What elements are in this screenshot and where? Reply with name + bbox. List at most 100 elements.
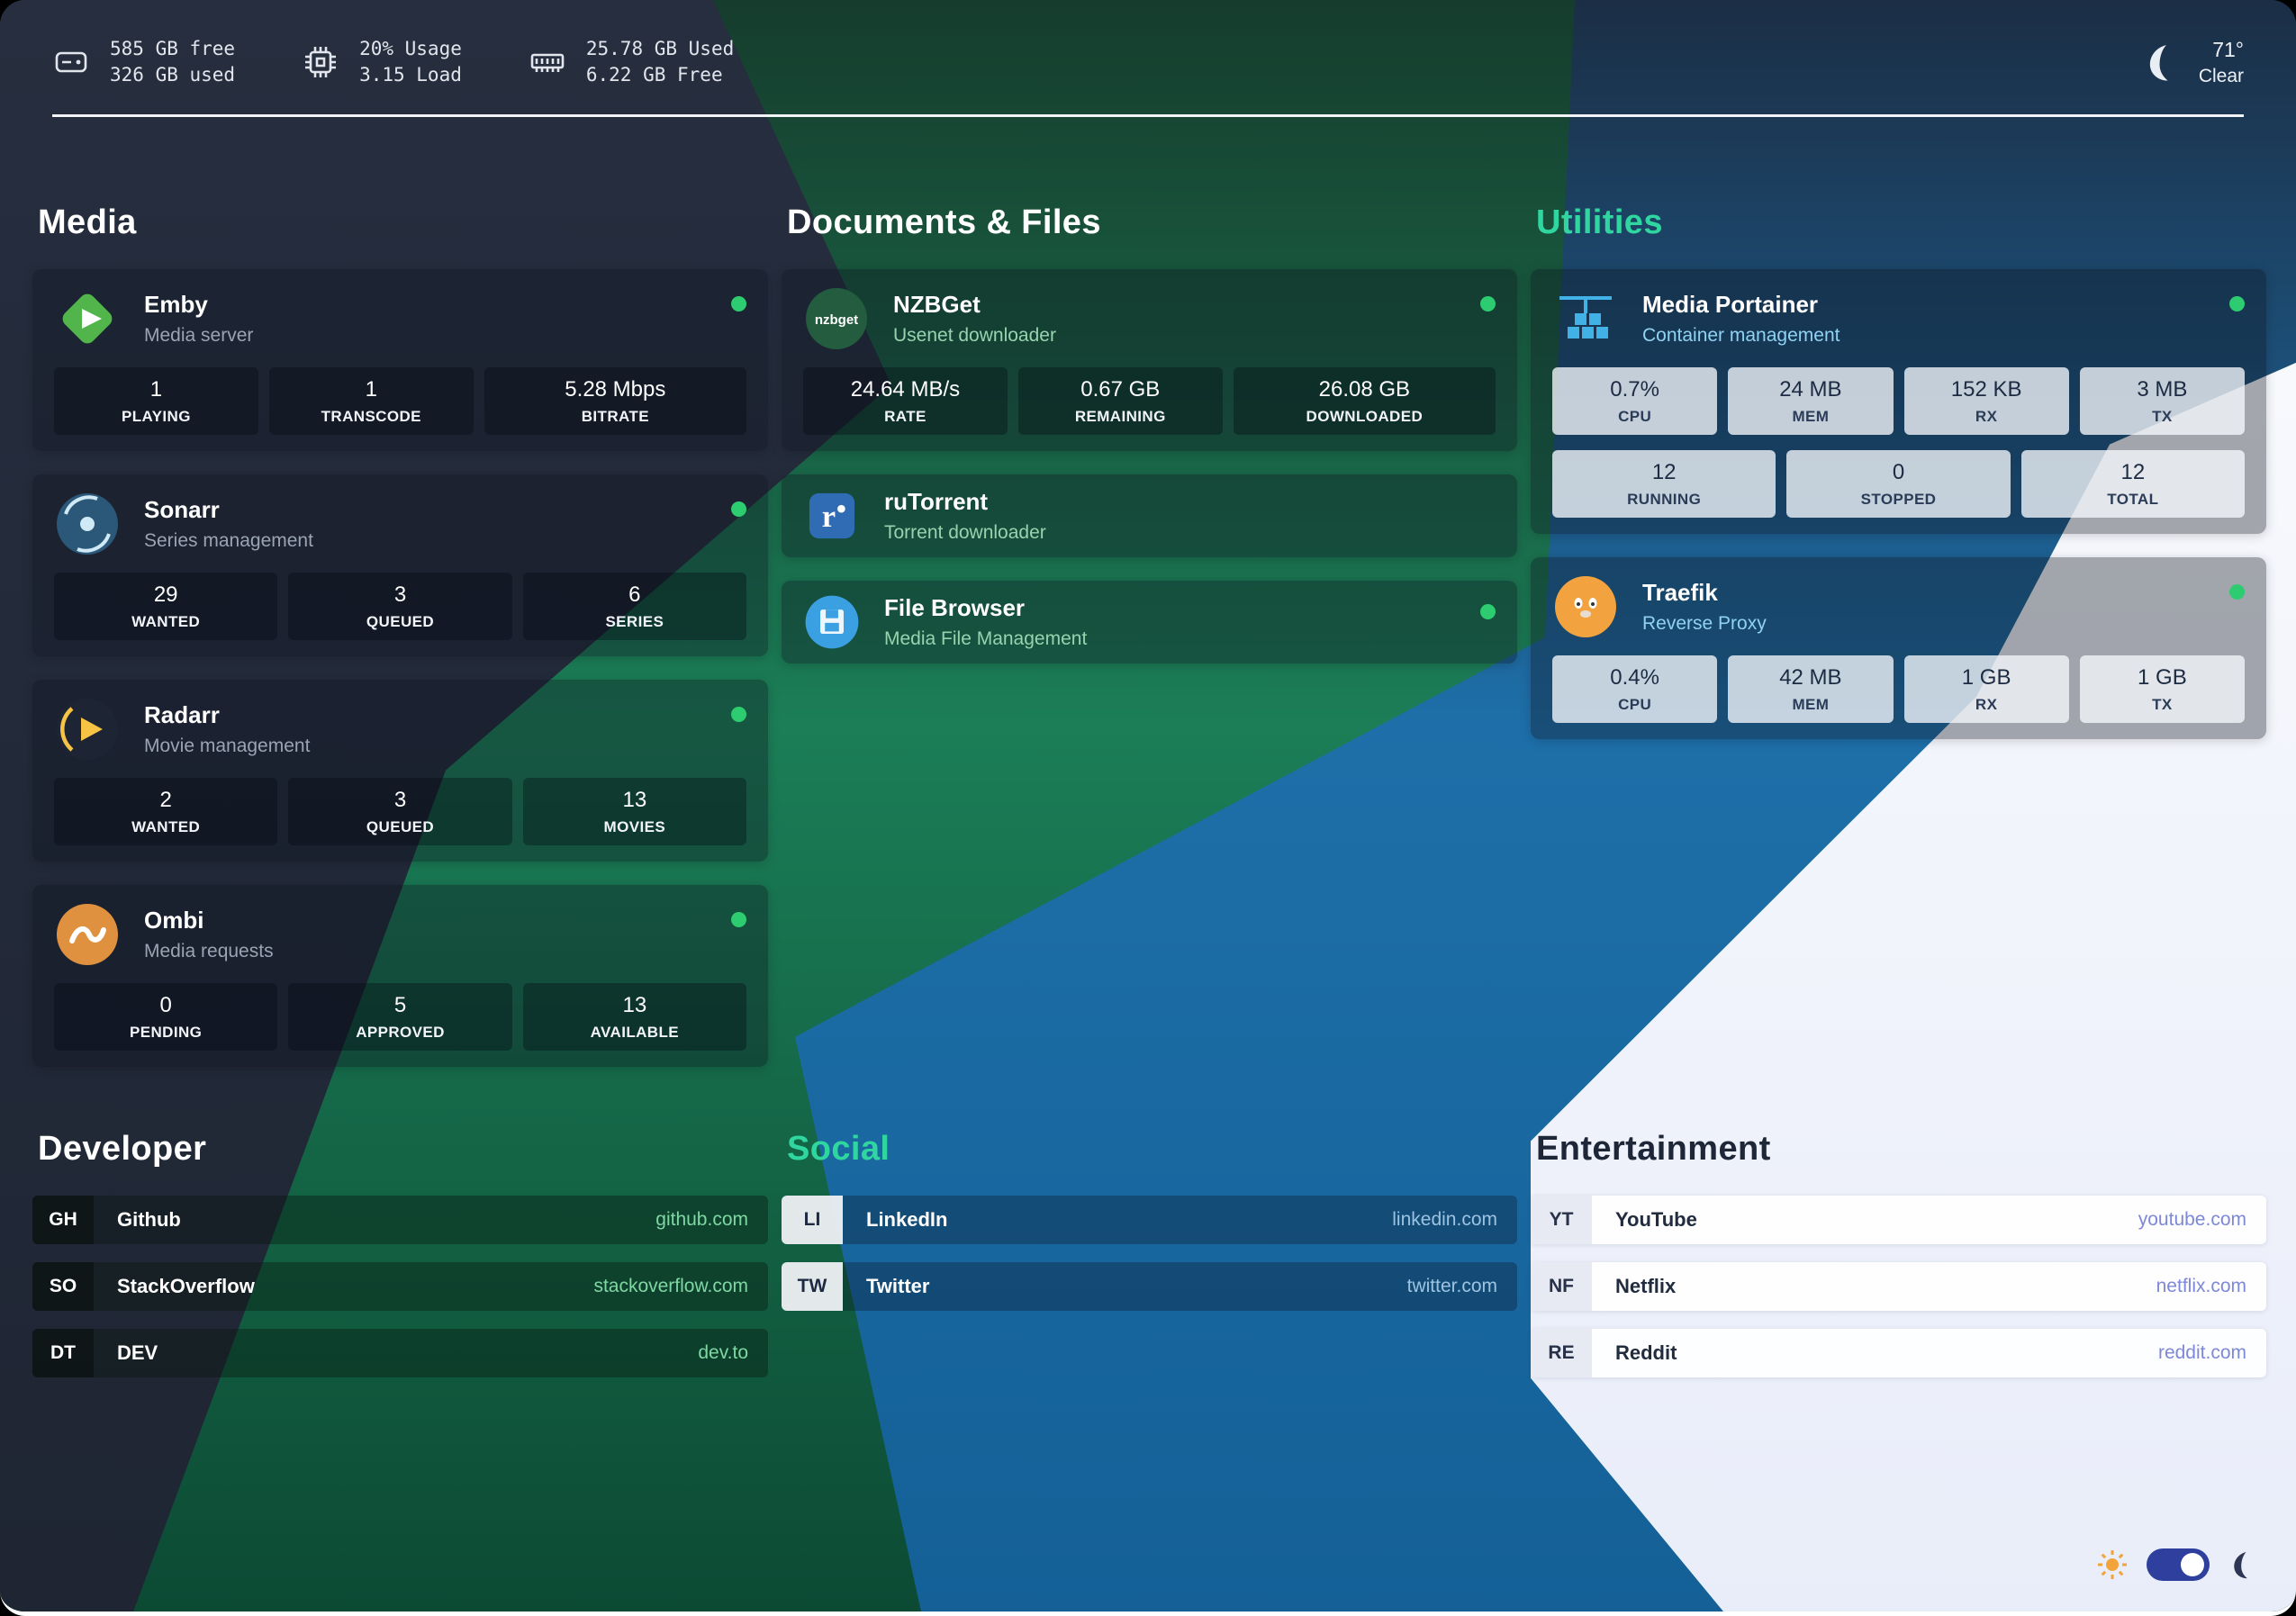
toggle-knob: [2181, 1553, 2204, 1576]
stat-queued: 3 QUEUED: [288, 777, 512, 845]
stat-playing: 1 PLAYING: [54, 366, 258, 435]
link-url: reddit.com: [2157, 1341, 2246, 1363]
stat-queued: 3 QUEUED: [288, 572, 512, 640]
app-subtitle: Reverse Proxy: [1642, 612, 1767, 634]
sun-icon: [2098, 1550, 2127, 1579]
link-url: twitter.com: [1406, 1275, 1497, 1296]
section-heading-developer: Developer: [38, 1129, 207, 1168]
stat-tx: 1 GB TX: [2079, 655, 2245, 723]
weather-widget: 71° Clear: [2141, 38, 2244, 87]
svg-text:nzbget: nzbget: [815, 312, 858, 328]
app-card-ombi[interactable]: Ombi Media requests 0 PENDING 5 APPROVED 1…: [32, 884, 768, 1067]
stat-series: 6 SERIES: [522, 572, 746, 640]
traefik-icon: [1555, 575, 1616, 637]
link-name: DEV: [117, 1341, 158, 1364]
weather-condition: Clear: [2198, 65, 2244, 86]
status-dot: [2229, 295, 2245, 311]
stat-wanted: 2 WANTED: [54, 777, 278, 845]
ram-module-icon: [530, 54, 565, 73]
sonarr-icon: [57, 492, 118, 555]
link-abbr: RE: [1531, 1328, 1592, 1377]
app-title: Radarr: [144, 700, 220, 728]
stat-movies: 13 MOVIES: [522, 777, 746, 845]
link-name: LinkedIn: [866, 1207, 948, 1231]
app-sections: Media Emby Media server 1 PLAYING: [0, 203, 2296, 1090]
link-row-netflix[interactable]: NF Netflix netflix.com: [1531, 1261, 2266, 1311]
link-url: linkedin.com: [1392, 1208, 1497, 1230]
stat-rate: 24.64 MB/s RATE: [803, 366, 1008, 435]
link-row-dev[interactable]: DT DEV dev.to: [32, 1328, 768, 1377]
app-title: Ombi: [144, 906, 204, 934]
link-row-youtube[interactable]: YT YouTube youtube.com: [1531, 1195, 2266, 1244]
link-abbr: TW: [782, 1261, 843, 1311]
app-title: Sonarr: [144, 495, 220, 523]
app-subtitle: Media File Management: [884, 627, 1088, 649]
app-subtitle: Torrent downloader: [884, 521, 1046, 543]
cpu-chip-icon: [305, 47, 337, 78]
stat-rx: 152 KB RX: [1903, 366, 2069, 435]
status-dot: [2229, 583, 2245, 600]
link-row-twitter[interactable]: TW Twitter twitter.com: [782, 1261, 1517, 1311]
app-card-rutorrent[interactable]: r ruTorrent Torrent downloader: [782, 474, 1517, 557]
stat-available: 13 AVAILABLE: [522, 982, 746, 1051]
link-url: dev.to: [698, 1341, 748, 1363]
link-abbr: SO: [32, 1261, 94, 1311]
section-developer: Developer GH Github github.com SO StackO…: [32, 1130, 768, 1395]
status-dot: [1480, 295, 1496, 311]
section-documents: Documents & Files nzbget NZBGet Usenet d…: [782, 203, 1517, 687]
topbar-divider: [52, 113, 2244, 117]
rutorrent-icon: r: [809, 492, 855, 538]
stat-running: 12 RUNNING: [1552, 449, 1776, 518]
app-title: Media Portainer: [1642, 290, 1819, 318]
app-subtitle: Series management: [144, 529, 313, 551]
section-utilities: Utilities Media Portainer Container mana…: [1531, 203, 2266, 763]
app-card-radarr[interactable]: Radarr Movie management 2 WANTED 3 QUEUED …: [32, 679, 768, 862]
app-subtitle: Media server: [144, 324, 254, 346]
stat-transcode: 1 TRANSCODE: [268, 366, 474, 435]
link-row-stackoverflow[interactable]: SO StackOverflow stackoverflow.com: [32, 1261, 768, 1311]
disk-stat: 585 GB free 326 GB used: [52, 36, 235, 89]
app-card-portainer[interactable]: Media Portainer Container management 0.7…: [1531, 268, 2266, 534]
status-dot: [731, 911, 746, 927]
cpu-line2: 3.15 Load: [359, 64, 462, 86]
app-card-filebrowser[interactable]: File Browser Media File Management: [782, 580, 1517, 664]
link-name: Twitter: [866, 1274, 930, 1297]
app-card-traefik[interactable]: Traefik Reverse Proxy 0.4% CPU 42 MB MEM 1…: [1531, 556, 2266, 739]
stat-approved: 5 APPROVED: [288, 982, 512, 1051]
stat-remaining: 0.67 GB REMAINING: [1017, 366, 1223, 435]
bookmark-sections: Developer GH Github github.com SO StackO…: [0, 1130, 2296, 1395]
stat-bitrate: 5.28 Mbps BITRATE: [484, 366, 746, 435]
stat-rx: 1 GB RX: [1903, 655, 2069, 723]
system-status-bar: 585 GB free 326 GB used 20% Usage 3.15 L…: [0, 0, 2296, 114]
link-name: StackOverflow: [117, 1274, 255, 1297]
stat-downloaded: 26.08 GB DOWNLOADED: [1233, 366, 1496, 435]
theme-toggle-switch[interactable]: [2147, 1548, 2210, 1581]
stat-cpu: 0.7% CPU: [1552, 366, 1718, 435]
stat-wanted: 29 WANTED: [54, 572, 278, 640]
stat-cpu: 0.4% CPU: [1552, 655, 1718, 723]
app-title: Traefik: [1642, 578, 1718, 606]
app-card-sonarr[interactable]: Sonarr Series management 29 WANTED 3 QUEUE…: [32, 474, 768, 656]
app-subtitle: Media requests: [144, 940, 274, 961]
app-card-emby[interactable]: Emby Media server 1 PLAYING 1 TRANSCODE 5.…: [32, 268, 768, 451]
link-url: youtube.com: [2138, 1208, 2246, 1230]
weather-temp: 71°: [2212, 37, 2244, 61]
app-subtitle: Movie management: [144, 735, 311, 756]
system-stats: 585 GB free 326 GB used 20% Usage 3.15 L…: [52, 36, 734, 89]
app-card-nzbget[interactable]: nzbget NZBGet Usenet downloader 24.64 MB…: [782, 268, 1517, 451]
link-name: Netflix: [1615, 1274, 1677, 1297]
stat-pending: 0 PENDING: [54, 982, 278, 1051]
ombi-icon: [57, 903, 118, 965]
link-row-linkedin[interactable]: LI LinkedIn linkedin.com: [782, 1195, 1517, 1244]
radarr-icon: [57, 698, 118, 760]
crescent-moon-icon: [2149, 45, 2168, 81]
app-title: NZBGet: [893, 290, 981, 318]
link-row-reddit[interactable]: RE Reddit reddit.com: [1531, 1328, 2266, 1377]
link-row-github[interactable]: GH Github github.com: [32, 1195, 768, 1244]
ram-stat: 25.78 GB Used 6.22 GB Free: [529, 36, 734, 89]
stat-total: 12 TOTAL: [2020, 449, 2245, 518]
app-title: ruTorrent: [884, 487, 989, 515]
app-subtitle: Container management: [1642, 324, 1840, 346]
link-name: Github: [117, 1207, 181, 1231]
link-url: stackoverflow.com: [593, 1275, 748, 1296]
